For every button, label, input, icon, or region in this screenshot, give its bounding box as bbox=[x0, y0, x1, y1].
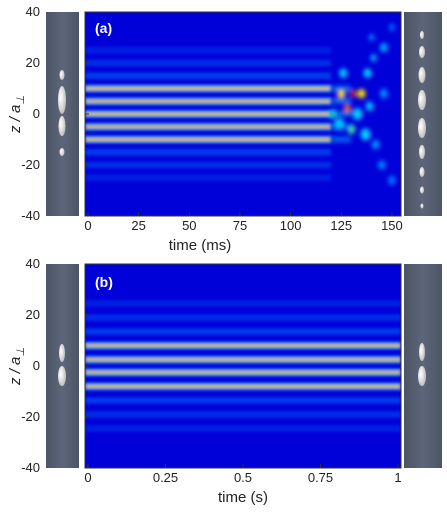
panel-a-y-axis-label-sub: ⊥ bbox=[15, 95, 27, 105]
x-tick-label: 50 bbox=[182, 218, 196, 233]
density-halo-band bbox=[85, 411, 401, 418]
panel-a-x-ticks: 0 25 50 75 100 125 150 bbox=[84, 212, 403, 233]
density-band-tail bbox=[331, 111, 352, 117]
panel-b: (b) 40 20 0 -20 -40 0 0.25 0.5 0.75 1 time (s) z… bbox=[7, 256, 442, 506]
density-blob bbox=[388, 23, 395, 31]
panel-b-heatmap bbox=[85, 264, 401, 468]
x-tick-label: 0.25 bbox=[153, 470, 178, 485]
x-tick-label: 0.75 bbox=[308, 470, 333, 485]
y-tick-label: -20 bbox=[21, 409, 40, 424]
y-tick-label: 20 bbox=[26, 55, 40, 70]
panel-b-y-axis-label-main: z / a bbox=[7, 357, 24, 386]
x-tick-label: 125 bbox=[330, 218, 352, 233]
x-tick-label: 0 bbox=[84, 218, 91, 233]
density-blob bbox=[379, 88, 388, 99]
panel-a: (a) 40 20 0 -20 -40 0 25 50 75 100 125 150 time (m… bbox=[7, 4, 442, 254]
panel-b-label: (b) bbox=[95, 274, 113, 290]
density-band bbox=[85, 134, 332, 145]
y-tick-label: 0 bbox=[33, 106, 40, 121]
density-blob bbox=[387, 175, 396, 186]
x-tick-label: 150 bbox=[381, 218, 403, 233]
density-band bbox=[85, 122, 332, 132]
x-tick-label: 25 bbox=[131, 218, 145, 233]
panel-a-label: (a) bbox=[95, 20, 112, 36]
density-band-tail bbox=[331, 98, 352, 105]
density-halo-band bbox=[85, 149, 332, 156]
y-tick-label: -20 bbox=[21, 157, 40, 172]
panel-b-x-ticks: 0 0.25 0.5 0.75 1 bbox=[84, 464, 402, 485]
density-band-tail bbox=[331, 123, 352, 130]
svg-text:z / a⊥: z / a⊥ bbox=[7, 347, 27, 386]
panel-a-heatmap bbox=[85, 12, 401, 216]
panel-a-left-density-image bbox=[46, 12, 79, 216]
density-blob bbox=[368, 33, 375, 42]
density-blob bbox=[352, 108, 363, 120]
density-band bbox=[85, 355, 401, 365]
svg-text:z / a⊥: z / a⊥ bbox=[7, 95, 27, 134]
density-halo-band bbox=[85, 397, 401, 404]
density-blob bbox=[357, 88, 366, 99]
density-blob bbox=[339, 68, 348, 78]
density-band bbox=[85, 367, 401, 377]
density-halo-band bbox=[85, 300, 401, 307]
density-blob bbox=[371, 139, 380, 150]
density-band bbox=[85, 381, 401, 391]
panel-b-x-axis-label: time (s) bbox=[218, 489, 268, 506]
y-tick-label: 40 bbox=[26, 256, 40, 271]
density-band bbox=[85, 341, 401, 351]
density-band bbox=[85, 96, 332, 106]
x-tick-label: 75 bbox=[233, 218, 247, 233]
y-tick-label: 20 bbox=[26, 307, 40, 322]
density-halo-band bbox=[85, 314, 401, 321]
density-blob bbox=[377, 160, 386, 170]
x-tick-label: 100 bbox=[280, 218, 302, 233]
density-blob bbox=[379, 42, 388, 53]
y-tick-label: 40 bbox=[26, 4, 40, 19]
panel-b-left-density-image bbox=[46, 264, 79, 468]
panel-b-y-axis-label-sub: ⊥ bbox=[15, 347, 27, 357]
panel-a-y-axis-label-main: z / a bbox=[7, 105, 24, 134]
density-blob bbox=[343, 104, 351, 114]
density-blob bbox=[363, 68, 372, 78]
density-halo-band bbox=[85, 161, 332, 169]
panel-a-right-density-image bbox=[404, 12, 442, 216]
density-band bbox=[85, 109, 332, 119]
density-blob bbox=[350, 90, 357, 98]
y-tick-label: 0 bbox=[33, 358, 40, 373]
density-blob bbox=[365, 101, 374, 112]
x-tick-label: 1 bbox=[394, 470, 401, 485]
density-halo-band bbox=[85, 59, 332, 67]
density-blob bbox=[370, 54, 377, 62]
panel-a-x-axis-label: time (ms) bbox=[169, 237, 232, 254]
y-tick-label: -40 bbox=[21, 460, 40, 475]
density-halo-band bbox=[85, 328, 401, 335]
x-tick-label: 0.5 bbox=[234, 470, 252, 485]
x-tick-label: 0 bbox=[84, 470, 91, 485]
panel-b-right-density-image bbox=[404, 264, 442, 468]
density-band-tail bbox=[331, 136, 352, 143]
density-halo-band bbox=[85, 47, 332, 54]
density-band bbox=[85, 83, 332, 94]
density-halo-band bbox=[85, 174, 332, 181]
density-halo-band bbox=[85, 72, 332, 79]
density-halo-band bbox=[85, 425, 401, 432]
panel-b-y-ticks: 40 20 0 -20 -40 bbox=[21, 256, 89, 475]
density-band-tail bbox=[331, 85, 352, 92]
density-blob bbox=[360, 128, 371, 141]
y-tick-label: -40 bbox=[21, 208, 40, 223]
panel-b-y-axis-label: z / a⊥ bbox=[7, 347, 27, 386]
panel-a-y-axis-label: z / a⊥ bbox=[7, 95, 27, 134]
